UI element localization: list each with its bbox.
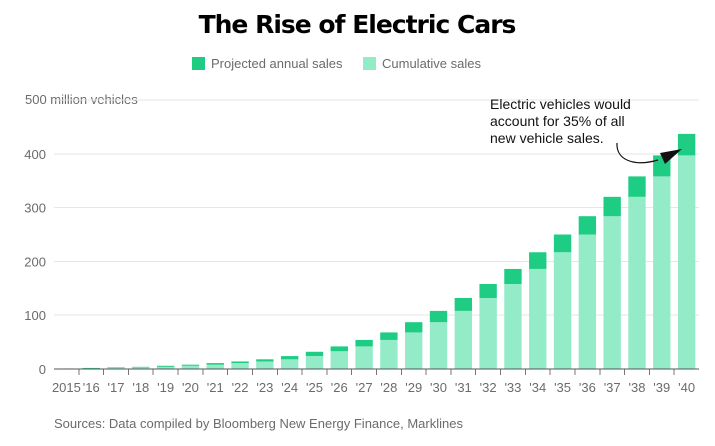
legend: Projected annual sales Cumulative sales: [192, 56, 481, 71]
bar-cumulative-sales-27: [355, 346, 372, 369]
bar-projected-annual-sales-28: [380, 332, 397, 340]
legend-label-cumulative-sales: Cumulative sales: [382, 56, 481, 71]
x-tick-label-22: '22: [232, 380, 249, 395]
x-tick-label-20: '20: [182, 380, 199, 395]
bar-cumulative-sales-25: [306, 356, 323, 369]
x-tick-label-24: '24: [281, 380, 298, 395]
x-tick-label-34: '34: [529, 380, 546, 395]
x-tick-label-31: '31: [455, 380, 472, 395]
annotation-line-1: Electric vehicles would: [490, 96, 631, 112]
x-tick-label-17: '17: [108, 380, 125, 395]
y-tick-label-0: 0: [39, 362, 46, 377]
bar-cumulative-sales-37: [603, 216, 620, 369]
bar-cumulative-sales-29: [405, 332, 422, 369]
bar-projected-annual-sales-32: [479, 284, 496, 298]
x-tick-label-19: '19: [157, 380, 174, 395]
annotation-line-2: account for 35% of all: [490, 113, 625, 129]
bar-projected-annual-sales-29: [405, 322, 422, 332]
x-tick-label-33: '33: [504, 380, 521, 395]
bar-projected-annual-sales-19: [157, 366, 174, 367]
bar-cumulative-sales-35: [554, 252, 571, 369]
x-tick-label-36: '36: [579, 380, 596, 395]
x-tick-label-18: '18: [132, 380, 149, 395]
x-tick-label-26: '26: [331, 380, 348, 395]
x-tick-label-32: '32: [480, 380, 497, 395]
bar-projected-annual-sales-30: [430, 311, 447, 322]
x-tick-label-37: '37: [604, 380, 621, 395]
bar-projected-annual-sales-16: [83, 368, 100, 369]
x-tick-labels: 2015'16 '17 '18 '19 '20 '21 '22 '23 '24 '25 '26 '27…: [52, 369, 695, 395]
bar-projected-annual-sales-22: [231, 361, 248, 363]
bar-projected-annual-sales-35: [554, 235, 571, 253]
bar-projected-annual-sales-31: [455, 298, 472, 311]
bar-cumulative-sales-40: [678, 155, 695, 369]
bar-cumulative-sales-21: [207, 365, 224, 369]
bar-projected-annual-sales-40: [678, 134, 695, 156]
bar-cumulative-sales-24: [281, 359, 298, 369]
bar-projected-annual-sales-17: [107, 367, 124, 368]
bar-projected-annual-sales-21: [207, 363, 224, 365]
x-tick-label-16: '16: [83, 380, 100, 395]
y-tick-label-200: 200: [24, 254, 46, 269]
bar-cumulative-sales-33: [504, 284, 521, 369]
bar-cumulative-sales-30: [430, 322, 447, 369]
bar-layer: [58, 134, 696, 369]
y-tick-labels: 0 100 200 300 400: [24, 147, 46, 377]
y-tick-label-300: 300: [24, 201, 46, 216]
y-tick-label-400: 400: [24, 147, 46, 162]
annotation-arrow: [617, 143, 658, 163]
x-tick-label-23: '23: [256, 380, 273, 395]
legend-label-projected-annual-sales: Projected annual sales: [211, 56, 343, 71]
x-tick-label-25: '25: [306, 380, 323, 395]
bar-cumulative-sales-32: [479, 298, 496, 369]
x-tick-label-30: '30: [430, 380, 447, 395]
bar-projected-annual-sales-26: [331, 346, 348, 351]
bar-cumulative-sales-22: [231, 363, 248, 369]
chart-title: The Rise of Electric Cars: [199, 10, 516, 39]
legend-swatch-cumulative-sales: [363, 57, 376, 70]
bar-projected-annual-sales-36: [579, 216, 596, 234]
bar-projected-annual-sales-24: [281, 356, 298, 359]
x-tick-label-35: '35: [554, 380, 571, 395]
bar-cumulative-sales-38: [628, 197, 645, 369]
bar-projected-annual-sales-23: [256, 359, 273, 361]
legend-swatch-projected-annual-sales: [192, 57, 205, 70]
x-tick-label-38: '38: [629, 380, 646, 395]
bar-projected-annual-sales-18: [132, 367, 149, 368]
bar-projected-annual-sales-20: [182, 365, 199, 366]
x-tick-label-21: '21: [207, 380, 224, 395]
bar-cumulative-sales-28: [380, 340, 397, 369]
bar-cumulative-sales-23: [256, 361, 273, 369]
bar-cumulative-sales-36: [579, 235, 596, 370]
bar-cumulative-sales-26: [331, 351, 348, 369]
bar-projected-annual-sales-34: [529, 252, 546, 269]
bar-cumulative-sales-34: [529, 269, 546, 369]
bar-projected-annual-sales-27: [355, 340, 372, 346]
x-tick-label-2015: 2015: [52, 380, 81, 395]
bar-projected-annual-sales-37: [603, 197, 620, 216]
bar-projected-annual-sales-38: [628, 176, 645, 196]
bar-cumulative-sales-39: [653, 176, 670, 369]
x-tick-label-27: '27: [356, 380, 373, 395]
x-tick-label-40: '40: [678, 380, 695, 395]
bar-projected-annual-sales-25: [306, 352, 323, 356]
bar-cumulative-sales-31: [455, 311, 472, 369]
source-note: Sources: Data compiled by Bloomberg New …: [54, 416, 463, 431]
x-tick-label-28: '28: [380, 380, 397, 395]
annotation-line-3: new vehicle sales.: [490, 130, 604, 146]
y-tick-label-100: 100: [24, 308, 46, 323]
x-tick-label-39: '39: [653, 380, 670, 395]
x-tick-label-29: '29: [405, 380, 422, 395]
bar-projected-annual-sales-33: [504, 269, 521, 284]
